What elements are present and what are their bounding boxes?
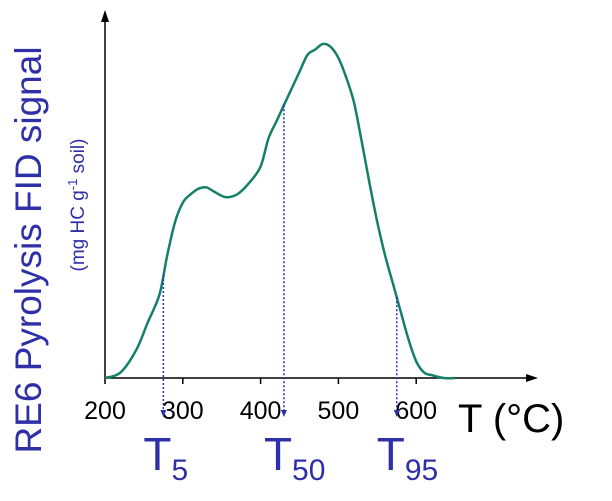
y-units-suffix: soil) xyxy=(68,139,89,179)
x-tick-label: 200 xyxy=(84,397,126,425)
marker-label-T5: T5 xyxy=(143,428,188,487)
y-axis-units: (mg HC g-1 soil) xyxy=(65,139,89,272)
marker-label-subscript: 5 xyxy=(171,454,188,487)
x-ticks: 200 300 400 500 600 xyxy=(84,378,437,425)
marker-arrow-1 xyxy=(280,410,287,417)
marker-arrow-0 xyxy=(160,410,167,417)
x-tick-label: 400 xyxy=(240,397,282,425)
marker-label-main: T xyxy=(264,428,292,480)
y-axis-label: RE6 Pyrolysis FID signal xyxy=(8,46,49,453)
y-axis-arrow xyxy=(101,10,109,22)
y-axis-units-group: (mg HC g-1 soil) xyxy=(65,139,89,272)
marker-label-main: T xyxy=(143,428,171,480)
x-axis-label: T (°C) xyxy=(458,397,564,441)
t-markers: T5 T50 T95 xyxy=(143,105,438,487)
x-tick-label: 300 xyxy=(162,397,204,425)
marker-label-T95: T95 xyxy=(377,428,438,487)
x-tick-label: 600 xyxy=(395,397,437,425)
series-line xyxy=(104,42,456,380)
axes xyxy=(101,10,538,382)
marker-arrow-2 xyxy=(393,410,400,417)
marker-label-subscript: 50 xyxy=(292,454,325,487)
marker-label-main: T xyxy=(377,428,405,480)
y-units-prefix: (mg HC g xyxy=(68,190,89,271)
y-axis-label-group: RE6 Pyrolysis FID signal xyxy=(8,46,49,453)
marker-label-subscript: 95 xyxy=(405,454,438,487)
marker-label-T50: T50 xyxy=(264,428,325,487)
y-units-superscript: -1 xyxy=(65,179,80,191)
x-axis-arrow xyxy=(526,374,538,382)
x-tick-label: 500 xyxy=(318,397,360,425)
